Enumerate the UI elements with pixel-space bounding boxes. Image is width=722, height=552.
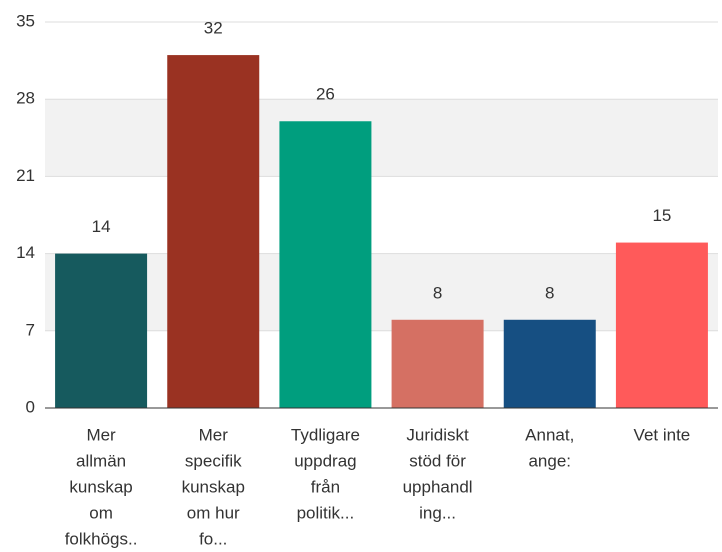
x-tick-label: från	[311, 477, 340, 496]
x-tick-label: upphandl	[403, 477, 473, 496]
data-label: 8	[433, 283, 442, 302]
x-tick-label: om hur	[187, 503, 240, 522]
bar	[503, 319, 596, 408]
bar	[167, 55, 260, 408]
data-label: 14	[92, 217, 111, 236]
bar	[55, 253, 148, 408]
x-tick-label: specifik	[185, 451, 242, 470]
y-tick-label: 14	[16, 243, 35, 262]
grid-band	[45, 99, 718, 177]
y-tick-label: 28	[16, 89, 35, 108]
x-tick-label: om	[89, 503, 113, 522]
x-tick-label: politik...	[297, 503, 355, 522]
x-tick-label: uppdrag	[294, 451, 356, 470]
x-tick-label: Annat,	[525, 425, 574, 444]
data-label: 32	[204, 19, 223, 38]
y-tick-label: 35	[16, 11, 35, 30]
data-label: 26	[316, 85, 335, 104]
x-tick-label: folkhögs..	[65, 529, 138, 548]
x-tick-label: ange:	[528, 451, 571, 470]
x-tick-label: stöd för	[409, 451, 466, 470]
y-tick-label: 21	[16, 166, 35, 185]
x-tick-label: Mer	[86, 425, 116, 444]
x-tick-label: Mer	[199, 425, 229, 444]
bar	[615, 242, 708, 408]
bar	[391, 319, 484, 408]
x-tick-label: fo...	[199, 529, 227, 548]
x-tick-label: Vet inte	[634, 425, 691, 444]
x-tick-label: ing...	[419, 503, 456, 522]
data-label: 8	[545, 283, 554, 302]
y-tick-label: 0	[26, 397, 35, 416]
x-tick-label: allmän	[76, 451, 126, 470]
bar	[279, 121, 372, 408]
x-tick-label: Juridiskt	[406, 425, 469, 444]
x-tick-label: Tydligare	[291, 425, 360, 444]
x-tick-label: kunskap	[182, 477, 245, 496]
x-tick-label: kunskap	[69, 477, 132, 496]
y-tick-label: 7	[26, 320, 35, 339]
grid-band	[45, 253, 718, 331]
data-label: 15	[652, 206, 671, 225]
